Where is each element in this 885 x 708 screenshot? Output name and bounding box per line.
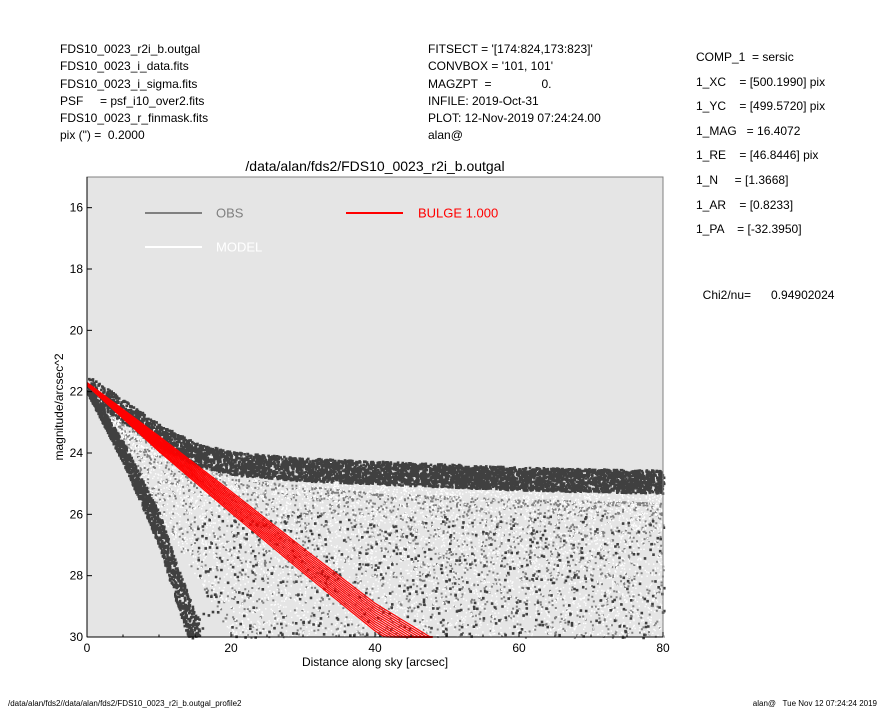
x-axis-label: Distance along sky [arcsec] <box>302 655 448 669</box>
header-middle-line: FITSECT = '[174:824,173:823]' <box>428 42 593 56</box>
y-tick-label: 24 <box>70 446 84 460</box>
param-line: 1_AR = [0.8233] <box>696 197 794 212</box>
header-middle-line: CONVBOX = '101, 101' <box>428 59 553 74</box>
bulge-strand <box>86 383 433 638</box>
header-middle-line: PLOT: 12-Nov-2019 07:24:24.00 <box>428 111 601 126</box>
legend-model-label: MODEL <box>216 239 262 254</box>
bulge-strand <box>86 384 433 638</box>
header-left-line: FDS10_0023_i_data.fits <box>60 59 189 74</box>
legend: OBS BULGE 1.000 MODEL <box>145 205 498 254</box>
y-tick-label: 30 <box>70 630 84 644</box>
header-left-line: pix (") = 0.2000 <box>60 128 145 143</box>
chart-title: /data/alan/fds2/FDS10_0023_r2i_b.outgal <box>245 158 504 174</box>
header-left-line: FDS10_0023_r2i_b.outgal <box>60 42 201 56</box>
bulge-strand <box>86 384 433 638</box>
header-left-line: FDS10_0023_i_sigma.fits <box>60 76 198 91</box>
chi2-label: Chi2/nu= <box>702 288 752 302</box>
header-left-line: PSF = psf_i10_over2.fits <box>60 93 205 108</box>
param-line: 1_XC = [500.1990] pix <box>696 74 826 89</box>
param-line: 1_N = [1.3668] <box>696 172 789 187</box>
header-left: FDS10_0023_r2i_b.outgal FDS10_0023_i_dat… <box>60 42 208 146</box>
bulge-strand <box>86 385 433 638</box>
bulge-strand <box>86 384 433 638</box>
bulge-strand <box>86 382 433 638</box>
header-left-line: FDS10_0023_r_finmask.fits <box>60 111 209 126</box>
y-tick-label: 20 <box>70 323 84 337</box>
x-tick-label: 80 <box>656 641 670 655</box>
axes: 0 20 40 60 80 16 18 20 22 24 26 28 30 <box>70 177 670 655</box>
y-tick-label: 16 <box>70 201 84 215</box>
x-tick-label: 0 <box>84 641 91 655</box>
chi2-readout: Chi2/nu= 0.94902024 <box>696 274 835 302</box>
x-tick-label: 20 <box>224 641 238 655</box>
bulge-strand <box>86 382 433 638</box>
footer-path: /data/alan/fds2//data/alan/fds2/FDS10_00… <box>8 699 242 708</box>
header-middle-line: INFILE: 2019-Oct-31 <box>428 93 539 108</box>
header-middle-line: alan@ <box>428 128 463 143</box>
param-line: 1_RE = [46.8446] pix <box>696 148 819 163</box>
bulge-strand <box>86 383 433 638</box>
legend-bulge-label: BULGE 1.000 <box>418 205 498 220</box>
plot-area <box>87 177 663 637</box>
param-line: COMP_1 = sersic <box>696 50 794 64</box>
model-points <box>90 385 665 639</box>
y-tick-label: 26 <box>70 507 84 521</box>
header-middle-line: MAGZPT = 0. <box>428 76 552 91</box>
y-tick-label: 18 <box>70 262 84 276</box>
header-middle: FITSECT = '[174:824,173:823]' CONVBOX = … <box>428 42 601 146</box>
param-line: 1_PA = [-32.3950] <box>696 222 802 237</box>
bulge-strand <box>86 382 433 638</box>
x-tick-label: 40 <box>368 641 382 655</box>
bulge-band <box>86 382 433 638</box>
bulge-strand <box>86 384 433 638</box>
bulge-strand <box>86 383 433 638</box>
chi2-value: 0.94902024 <box>771 288 835 302</box>
x-tick-label: 60 <box>512 641 526 655</box>
bulge-strand <box>86 382 433 638</box>
fit-parameters: COMP_1 = sersic 1_XC = [500.1990] pix 1_… <box>696 50 825 247</box>
y-tick-label: 22 <box>70 385 84 399</box>
param-line: 1_YC = [499.5720] pix <box>696 99 826 114</box>
footer-timestamp: alan@ Tue Nov 12 07:24:24 2019 <box>752 699 877 708</box>
param-line: 1_MAG = 16.4072 <box>696 123 801 138</box>
bulge-strand <box>86 383 433 638</box>
y-axis-label: magnitude/arcsec^2 <box>52 353 66 460</box>
y-tick-label: 28 <box>70 569 84 583</box>
model-scatter <box>90 385 665 639</box>
legend-obs-label: OBS <box>216 205 244 220</box>
